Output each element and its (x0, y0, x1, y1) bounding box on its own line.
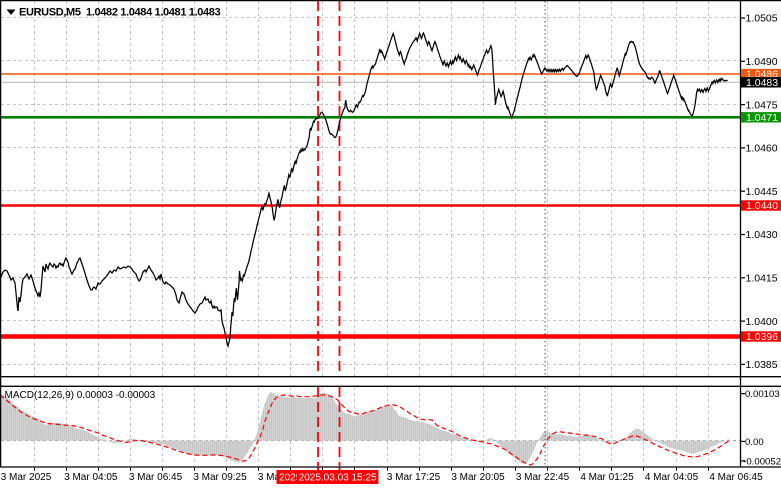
svg-text:3 Mar 2025: 3 Mar 2025 (1, 472, 52, 483)
svg-text:MACD(12,26,9) 0.00003 -0.00003: MACD(12,26,9) 0.00003 -0.00003 (5, 390, 156, 401)
svg-text:1.0440: 1.0440 (746, 200, 778, 212)
svg-text:1.0483: 1.0483 (746, 77, 778, 89)
svg-text:1.0430: 1.0430 (746, 229, 778, 241)
svg-text:3 Mar 09:25: 3 Mar 09:25 (193, 472, 247, 483)
svg-text:-0.00052: -0.00052 (743, 456, 781, 467)
svg-text:0.00103: 0.00103 (745, 389, 780, 400)
svg-text:1.0490: 1.0490 (746, 56, 778, 68)
svg-text:2025.03.03 15:25: 2025.03.03 15:25 (299, 473, 377, 484)
svg-text:3 Mar 20:05: 3 Mar 20:05 (451, 472, 505, 483)
svg-text:1.0445: 1.0445 (746, 186, 778, 198)
svg-text:1.0471: 1.0471 (746, 112, 778, 124)
svg-text:3 Mar 22:45: 3 Mar 22:45 (516, 472, 570, 483)
svg-text:4 Mar 04:05: 4 Mar 04:05 (645, 472, 699, 483)
svg-text:0.00: 0.00 (745, 437, 764, 448)
svg-text:4 Mar 01:25: 4 Mar 01:25 (580, 472, 634, 483)
svg-text:EURUSD,M5 1.0482 1.0484 1.048: EURUSD,M5 1.0482 1.0484 1.0481 1.0483 (19, 6, 221, 18)
svg-text:3 Mar 04:05: 3 Mar 04:05 (64, 472, 118, 483)
svg-text:3 Mar 17:25: 3 Mar 17:25 (387, 472, 441, 483)
svg-text:1.0415: 1.0415 (746, 273, 778, 285)
svg-text:1.0460: 1.0460 (746, 143, 778, 155)
svg-text:1.0505: 1.0505 (746, 13, 778, 25)
svg-text:1.0400: 1.0400 (746, 316, 778, 328)
svg-text:4 Mar 06:45: 4 Mar 06:45 (709, 472, 763, 483)
svg-text:3 Mar 06:45: 3 Mar 06:45 (129, 472, 183, 483)
svg-text:1.0475: 1.0475 (746, 99, 778, 111)
svg-text:1.0396: 1.0396 (746, 331, 778, 343)
svg-text:1.0385: 1.0385 (746, 359, 778, 371)
